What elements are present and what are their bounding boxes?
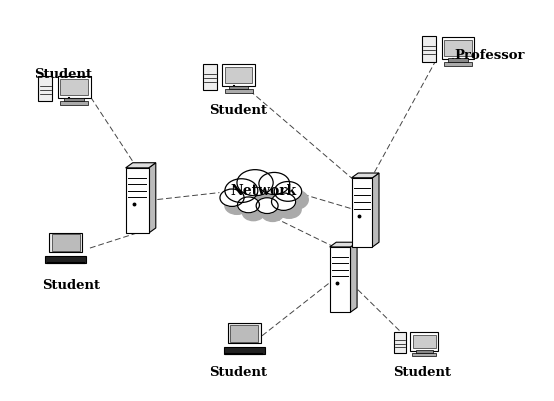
Bar (413, 334, 436, 348)
Bar (223, 347, 265, 354)
Circle shape (265, 181, 296, 203)
Bar (442, 37, 474, 59)
Circle shape (238, 197, 259, 213)
Polygon shape (148, 163, 156, 233)
Text: Professor: Professor (454, 49, 525, 63)
Polygon shape (351, 242, 357, 312)
Circle shape (259, 172, 290, 194)
Bar (394, 332, 406, 353)
Bar (60, 101, 88, 105)
Circle shape (261, 206, 284, 221)
Bar (126, 168, 148, 233)
Bar (49, 233, 83, 252)
Circle shape (225, 197, 249, 215)
Circle shape (243, 205, 264, 221)
Bar (38, 76, 52, 101)
Circle shape (220, 189, 244, 207)
Text: Student: Student (209, 366, 268, 379)
Circle shape (281, 190, 308, 210)
Text: Student: Student (34, 68, 92, 81)
Circle shape (244, 177, 280, 203)
Bar (228, 324, 260, 343)
Bar (448, 59, 468, 62)
Circle shape (237, 170, 273, 196)
Bar (229, 86, 249, 89)
Circle shape (271, 193, 296, 211)
Circle shape (277, 201, 301, 218)
Bar (412, 353, 436, 356)
Bar (416, 350, 433, 353)
Bar (330, 247, 351, 312)
Bar (64, 98, 84, 101)
Bar (352, 178, 372, 247)
Text: Network: Network (230, 184, 296, 198)
Bar (203, 64, 217, 89)
Text: Student: Student (209, 103, 268, 117)
Polygon shape (126, 163, 156, 168)
Circle shape (225, 179, 258, 203)
Bar (230, 325, 258, 342)
Bar (224, 89, 253, 93)
Circle shape (256, 198, 278, 214)
Bar (411, 332, 438, 350)
Polygon shape (330, 242, 357, 247)
Bar (225, 67, 252, 83)
Circle shape (232, 186, 264, 210)
Polygon shape (372, 173, 379, 247)
Bar (45, 256, 86, 263)
Text: Student: Student (42, 279, 100, 292)
Bar (422, 36, 436, 62)
Text: Student: Student (393, 366, 452, 379)
Bar (58, 76, 90, 98)
Bar (444, 62, 472, 65)
Circle shape (274, 182, 302, 201)
Bar (222, 65, 255, 86)
Polygon shape (352, 173, 379, 178)
Bar (444, 40, 471, 56)
Bar (52, 234, 80, 251)
Bar (60, 79, 88, 95)
